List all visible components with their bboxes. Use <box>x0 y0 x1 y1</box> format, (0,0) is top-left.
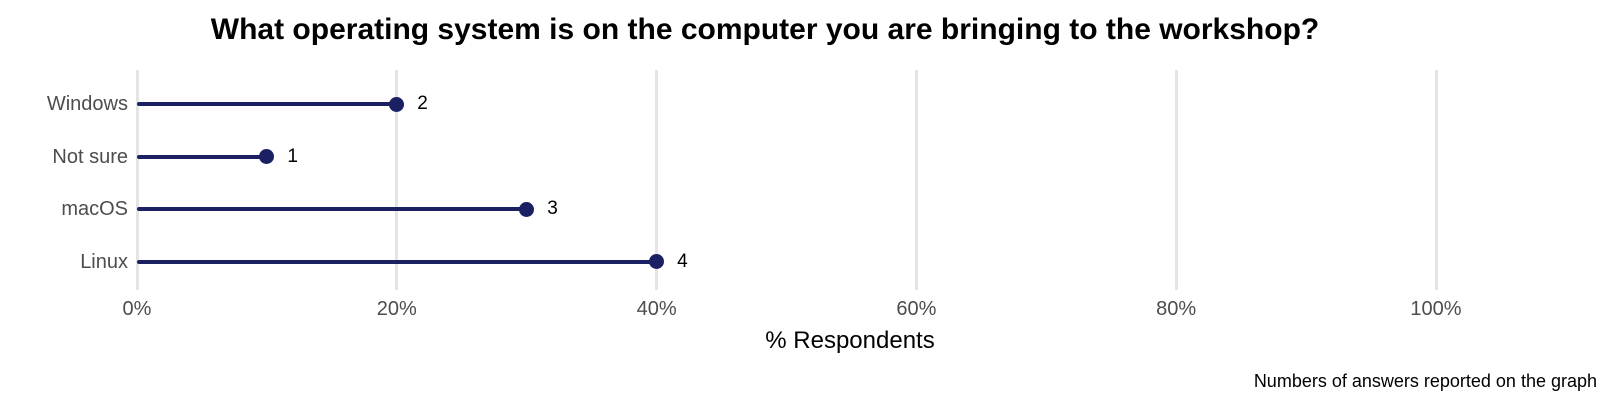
gridline-20% <box>395 70 399 290</box>
value-label: 2 <box>417 93 428 114</box>
gridline-0% <box>135 70 139 290</box>
x-tick-label: 0% <box>122 298 152 320</box>
gridline-60% <box>914 70 918 290</box>
x-tick-label: 100% <box>1410 298 1462 320</box>
x-tick-label: 60% <box>896 298 937 320</box>
x-tick-label: 20% <box>376 298 417 320</box>
lollipop-dot <box>259 149 275 164</box>
value-label: 3 <box>547 198 558 219</box>
lollipop-stem <box>137 154 267 159</box>
x-axis-label: % Respondents <box>765 327 935 354</box>
chart-title: What operating system is on the computer… <box>210 13 1320 46</box>
gridline-40% <box>655 70 659 290</box>
category-label-linux: Linux <box>80 250 128 273</box>
lollipop-dot <box>389 96 405 112</box>
lollipop-dot <box>649 254 665 269</box>
x-tick-label: 40% <box>636 298 677 320</box>
lollipop-stem <box>137 207 527 211</box>
category-label-windows: Windows <box>46 93 128 115</box>
category-label-not-sure: Not sure <box>52 145 128 168</box>
lollipop-stem <box>137 259 657 264</box>
value-label: 4 <box>677 250 688 272</box>
lollipop-stem <box>137 102 397 106</box>
lollipop-dot <box>519 201 535 217</box>
x-tick-label: 80% <box>1156 298 1197 320</box>
value-label: 1 <box>287 145 298 167</box>
chart-caption: Numbers of answers reported on the graph <box>1253 371 1597 391</box>
gridline-80% <box>1174 70 1178 290</box>
gridline-100% <box>1434 70 1438 290</box>
category-label-macos: macOS <box>61 198 128 220</box>
